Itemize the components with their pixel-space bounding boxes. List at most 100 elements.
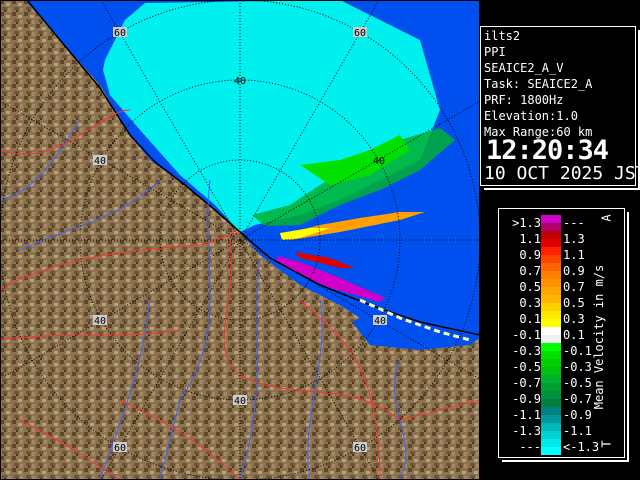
legend-row: -0.9 -0.7: [499, 391, 624, 407]
max-range-value: Max Range:60 km: [484, 125, 593, 139]
rivers: [0, 119, 407, 480]
svg-text:40: 40: [94, 156, 106, 167]
elevation-value: Elevation:1.0: [484, 109, 578, 123]
legend-lower-bound: ---: [519, 440, 541, 454]
radar-ppi-map[interactable]: 60 60 40 40 40 40 40 40 60 60: [0, 0, 480, 480]
svg-text:60: 60: [114, 28, 126, 39]
legend-upper-bound: ---: [563, 216, 585, 230]
range-label: 60: [353, 442, 367, 454]
legend-swatch: [541, 431, 561, 439]
legend-lower-bound: -0.3: [512, 344, 541, 358]
legend-lower-bound: -0.9: [512, 392, 541, 406]
range-labels: 60 60 40 40 40 40 40 40 60 60: [93, 27, 387, 454]
legend-lower-bound: -1.3: [512, 424, 541, 438]
legend-lower-bound: -0.5: [512, 360, 541, 374]
legend-upper-bound: -0.5: [563, 376, 592, 390]
legend-swatch: [541, 359, 561, 367]
legend-swatch: [541, 279, 561, 287]
legend-swatch: [541, 423, 561, 431]
legend-swatch: [541, 415, 561, 423]
legend-row: -0.5 -0.3: [499, 359, 624, 375]
legend-swatch: [541, 351, 561, 359]
prf-value: PRF: 1800Hz: [484, 93, 564, 107]
legend-swatch: [541, 215, 561, 223]
legend-swatch: [541, 375, 561, 383]
range-label: 40: [233, 395, 247, 407]
legend-lower-bound: -0.7: [512, 376, 541, 390]
legend-swatch: [541, 287, 561, 295]
range-label: 60: [353, 27, 367, 39]
legend-swatch: [541, 311, 561, 319]
range-label: 60: [113, 442, 127, 454]
legend-swatch: [541, 295, 561, 303]
svg-text:60: 60: [354, 28, 366, 39]
legend-swatch: [541, 399, 561, 407]
svg-text:60: 60: [354, 443, 366, 454]
legend-lower-bound: 0.5: [519, 280, 541, 294]
svg-text:40: 40: [373, 156, 385, 167]
yellow-echo-streak: [280, 228, 330, 240]
roads: [0, 109, 480, 480]
legend-lower-bound: -1.1: [512, 408, 541, 422]
svg-text:40: 40: [234, 76, 246, 87]
legend-swatch: [541, 439, 561, 447]
legend-lower-bound: 0.1: [519, 312, 541, 326]
scan-mode: PPI: [484, 45, 506, 59]
legend-swatch: [541, 223, 561, 231]
legend-swatch: [541, 255, 561, 263]
legend-swatch: [541, 367, 561, 375]
legend-swatch: [541, 407, 561, 415]
legend-row: -1.3 -1.1: [499, 423, 624, 439]
legend-upper-bound: 0.9: [563, 264, 585, 278]
legend-row: -0.1 0.1: [499, 327, 624, 343]
orange-echo-streak: [280, 212, 425, 240]
magenta-echo-streak: [276, 256, 385, 302]
range-label: 40: [93, 315, 107, 327]
legend-row: 0.7 0.9: [499, 263, 624, 279]
green-echo-band-bright: [300, 135, 410, 185]
legend-upper-bound: <-1.3: [563, 440, 600, 454]
legend-swatch: [541, 271, 561, 279]
legend-upper-bound: -0.1: [563, 344, 592, 358]
svg-text:40: 40: [234, 396, 246, 407]
legend-lower-bound: 1.1: [519, 232, 541, 246]
legend-swatch: [541, 343, 561, 351]
legend-upper-bound: -1.1: [563, 424, 592, 438]
legend-swatch: [541, 231, 561, 239]
legend-lower-bound: >1.3: [512, 216, 541, 230]
legend-upper-bound: -0.3: [563, 360, 592, 374]
legend-row: 0.5 0.7: [499, 279, 624, 295]
range-label: 60: [113, 27, 127, 39]
range-label: 40: [234, 76, 246, 87]
velocity-legend: A Mean Velocity in m/s T >1.3 --- 1.1 1.3 0.…: [498, 208, 625, 458]
legend-upper-bound: 1.3: [563, 232, 585, 246]
radar-name: ilts2: [484, 29, 521, 43]
legend-row: -0.3 -0.1: [499, 343, 624, 359]
legend-swatch: [541, 391, 561, 399]
legend-row: 0.3 0.5: [499, 295, 624, 311]
legend-swatch: [541, 263, 561, 271]
legend-upper-bound: 0.3: [563, 312, 585, 326]
legend-swatch: [541, 447, 561, 455]
range-label: 40: [373, 156, 385, 167]
legend-swatch: [541, 319, 561, 327]
legend-row: >1.3 ---: [499, 215, 624, 231]
legend-upper-bound: 1.1: [563, 248, 585, 262]
legend-lower-bound: 0.9: [519, 248, 541, 262]
legend-upper-bound: 0.7: [563, 280, 585, 294]
legend-row: 1.1 1.3: [499, 231, 624, 247]
scan-date: 10 OCT 2025 JST: [484, 163, 640, 184]
legend-swatch: [541, 303, 561, 311]
product-name: SEAICE2_A_V: [484, 61, 564, 75]
legend-upper-bound: -0.9: [563, 408, 592, 422]
legend-lower-bound: 0.3: [519, 296, 541, 310]
legend-row: -1.1 -0.9: [499, 407, 624, 423]
scan-time: 12:20:34: [486, 135, 609, 166]
legend-row: 0.9 1.1: [499, 247, 624, 263]
legend-lower-bound: -0.1: [512, 328, 541, 342]
task-name: Task: SEAICE2_A: [484, 77, 593, 91]
legend-upper-bound: 0.5: [563, 296, 585, 310]
legend-upper-bound: -0.7: [563, 392, 592, 406]
legend-swatch: [541, 247, 561, 255]
legend-swatch: [541, 335, 561, 343]
